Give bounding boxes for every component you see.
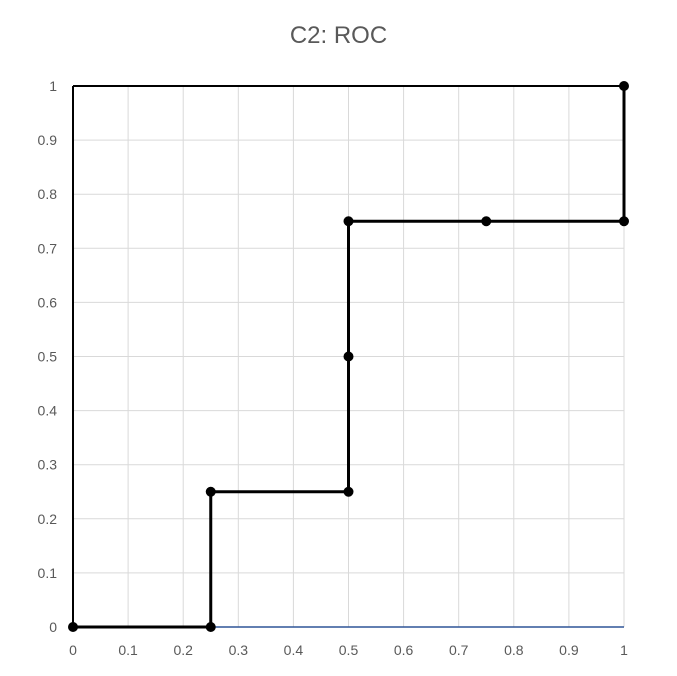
x-tick-label: 0.8 bbox=[504, 642, 524, 658]
y-tick-label: 0.5 bbox=[38, 349, 58, 365]
roc-data-point bbox=[343, 216, 354, 227]
y-tick-label: 0.9 bbox=[38, 132, 58, 148]
roc-data-point bbox=[205, 622, 216, 632]
roc-data-point bbox=[343, 486, 354, 497]
x-tick-label: 1 bbox=[620, 642, 628, 658]
y-tick-label: 0 bbox=[49, 619, 57, 635]
roc-data-point bbox=[68, 622, 78, 632]
x-tick-label: 0.9 bbox=[559, 642, 579, 658]
tick-labels: 0 0.1 0.2 0.3 0.4 0.5 0.6 0.7 0.8 0.9 1 0 0.1 0.2 0.3 0… bbox=[38, 78, 629, 658]
y-tick-label: 0.1 bbox=[38, 565, 58, 581]
x-tick-label: 0.1 bbox=[118, 642, 138, 658]
chart-title: C2: ROC bbox=[289, 22, 388, 49]
y-tick-label: 0.2 bbox=[38, 511, 58, 527]
x-tick-label: 0.6 bbox=[394, 642, 414, 658]
roc-data-point bbox=[343, 351, 354, 362]
x-tick-label: 0.3 bbox=[229, 642, 249, 658]
roc-data-point bbox=[619, 216, 629, 227]
y-tick-label: 0.7 bbox=[38, 240, 58, 256]
roc-data-point bbox=[481, 216, 492, 227]
axes bbox=[72, 85, 624, 627]
y-tick-label: 0.6 bbox=[38, 294, 58, 310]
x-tick-label: 0 bbox=[69, 642, 77, 658]
x-tick-label: 0.5 bbox=[339, 642, 359, 658]
x-tick-label: 0.7 bbox=[449, 642, 469, 658]
x-tick-label: 0.2 bbox=[173, 642, 193, 658]
y-tick-label: 0.8 bbox=[38, 186, 58, 202]
y-tick-label: 0.3 bbox=[38, 457, 58, 473]
roc-data-point bbox=[619, 81, 629, 91]
y-tick-label: 1 bbox=[49, 78, 57, 94]
roc-data-point bbox=[205, 486, 216, 497]
x-tick-label: 0.4 bbox=[284, 642, 304, 658]
y-tick-label: 0.4 bbox=[38, 403, 58, 419]
series-layer bbox=[68, 81, 629, 632]
